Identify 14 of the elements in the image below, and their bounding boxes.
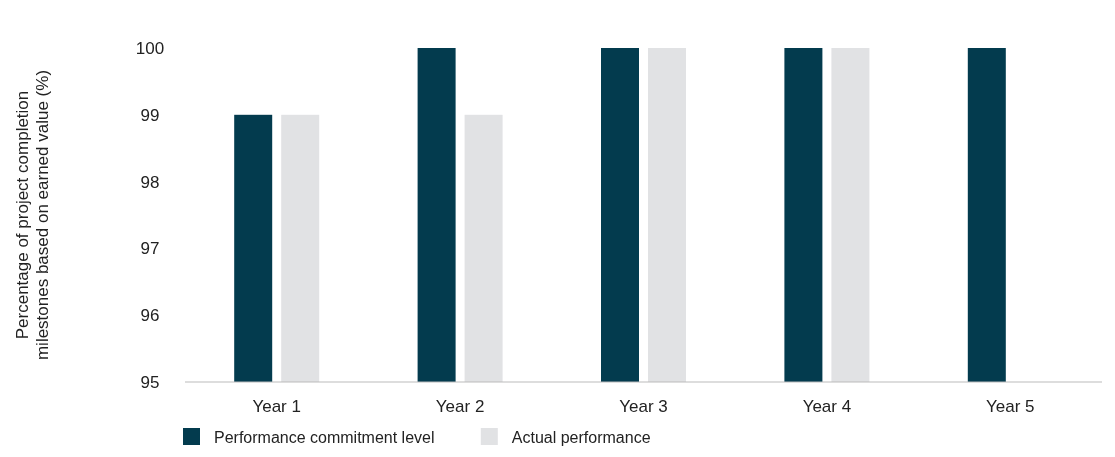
y-tick-label: 100 xyxy=(135,38,165,58)
y-tick-label: 97 xyxy=(140,239,160,259)
x-tick-label: Year 2 xyxy=(435,397,485,416)
y-tick-label: 95 xyxy=(140,372,160,392)
x-tick-label: Year 3 xyxy=(619,397,668,416)
y-axis-title: Percentage of project completion milestones based on earned value (%) xyxy=(13,69,52,361)
y-tick-label: 96 xyxy=(140,306,160,326)
y-tick-label: 99 xyxy=(140,105,160,125)
legend-label: Actual performance xyxy=(511,428,651,446)
legend-label: Performance commitment level xyxy=(214,428,435,446)
x-tick-label: Year 4 xyxy=(802,397,852,416)
x-tick-label: Year 5 xyxy=(986,397,1035,416)
x-tick-label: Year 1 xyxy=(252,397,301,416)
y-tick-label: 98 xyxy=(140,172,160,192)
